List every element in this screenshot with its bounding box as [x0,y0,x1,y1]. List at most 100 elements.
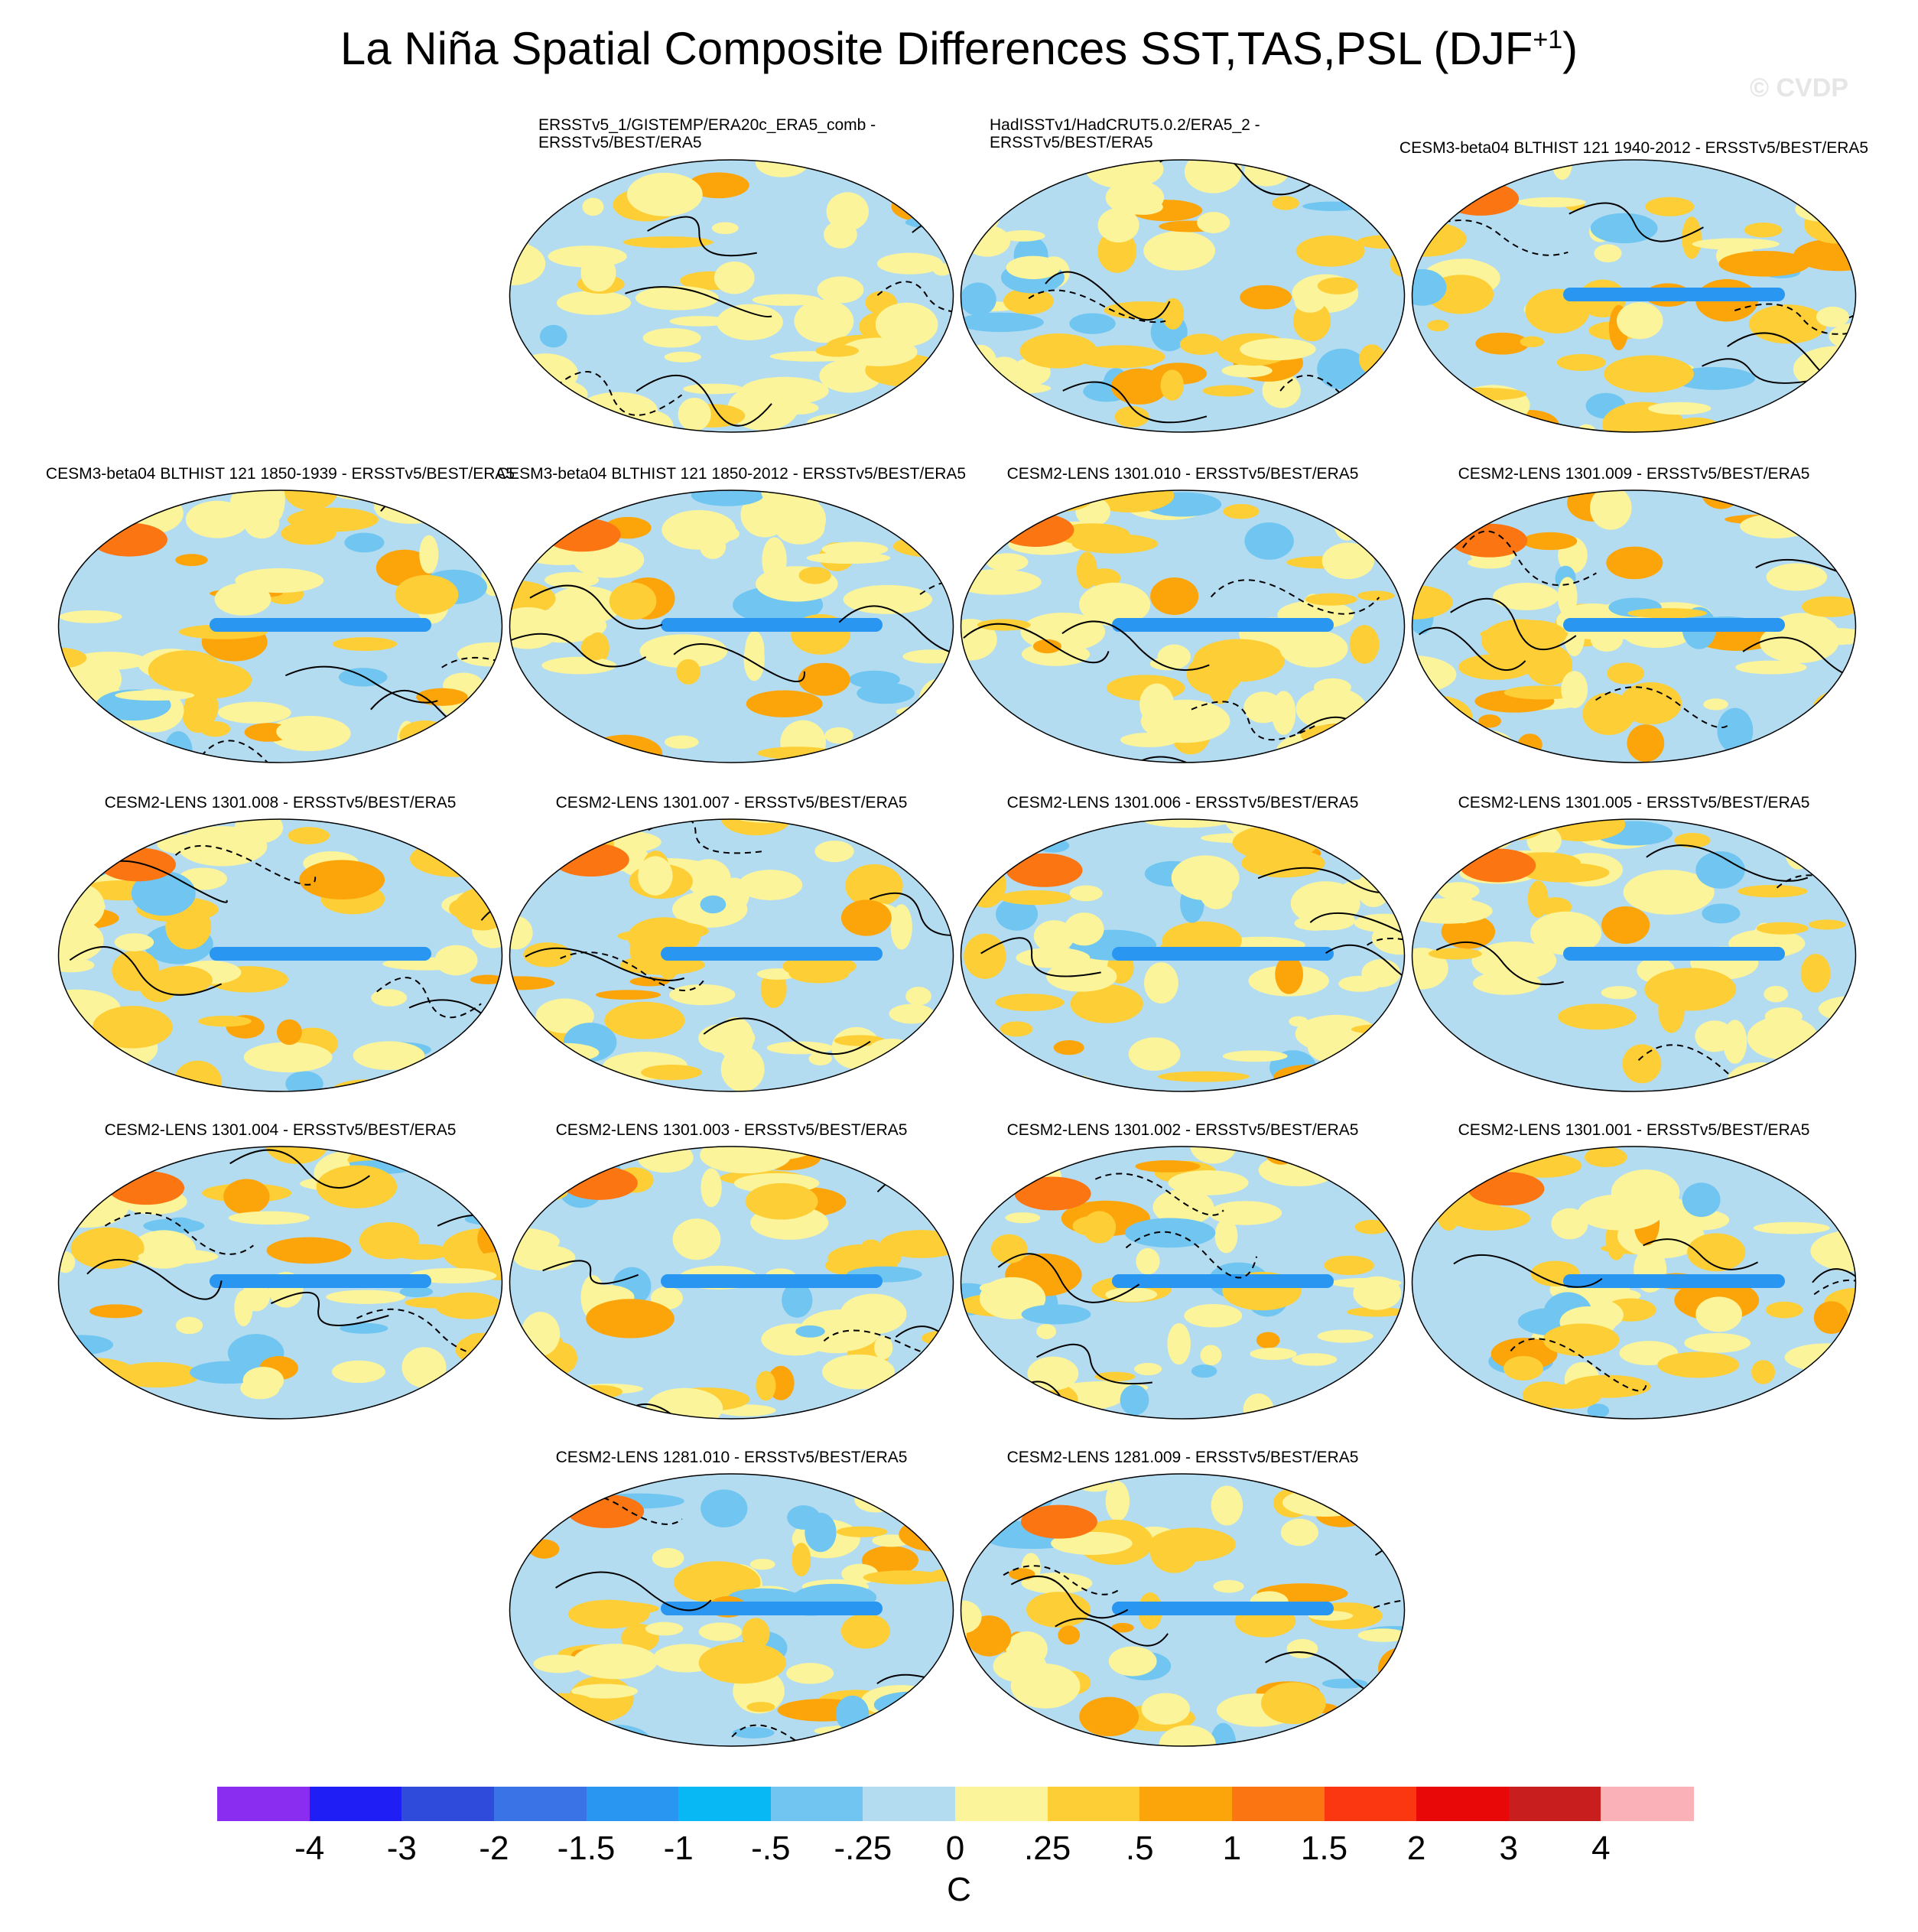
anomaly-patch [1317,1329,1373,1343]
anomaly-patch [509,976,555,990]
anomaly-patch [635,285,719,311]
psl-contour [1435,941,1564,985]
anomaly-patch [993,1649,1047,1683]
anomaly-patch [1800,954,1831,993]
anomaly-patch [1648,402,1712,415]
anomaly-patch [701,1168,722,1208]
equatorial-cold-tongue [661,947,883,961]
psl-contour [229,1149,370,1189]
colorbar-units: C [947,1871,971,1908]
map-panel: CESM2-LENS 1301.004 - ERSSTv5/BEST/ERA5 [57,1121,504,1481]
anomaly-patch [1790,715,1853,743]
panel-title: CESM2-LENS 1281.010 - ERSSTv5/BEST/ERA5 [555,1449,908,1466]
anomaly-patch [798,662,850,696]
anomaly-patch [1076,551,1097,589]
psl-contour [555,1571,712,1612]
anomaly-patch [1085,160,1164,189]
map-panel: CESM3-beta04 BLTHIST 121 1940-2012 - ERS… [1399,116,1868,476]
psl-contour [896,1722,954,1746]
robinson-map [509,1473,954,1747]
anomaly-patch [164,1217,195,1231]
anomaly-patch [1000,1021,1033,1037]
panel-title: CESM2-LENS 1301.008 - ERSSTv5/BEST/ERA5 [104,794,457,812]
equatorial-cold-tongue [661,1274,883,1288]
anomaly-patch [964,933,1006,979]
anomaly-patch [1141,1693,1190,1725]
panel-title: CESM2-LENS 1281.009 - ERSSTv5/BEST/ERA5 [1006,1449,1359,1466]
anomaly-patch [799,1309,881,1351]
anomaly-patch [1071,534,1159,554]
anomaly-patch [738,870,803,900]
psl-contour [869,892,954,936]
anomaly-patch [332,637,398,652]
anomaly-patch [1208,1201,1282,1225]
anomaly-patch [1412,490,1455,525]
anomaly-patch [881,496,954,529]
anomaly-patch [1001,230,1045,242]
anomaly-patch [930,1569,954,1582]
anomaly-patch [1645,197,1695,216]
anomaly-patch [1012,1403,1066,1419]
anomaly-patch [1347,1307,1405,1317]
anomaly-patch [1275,955,1303,994]
panel-title: CESM2-LENS 1301.003 - ERSSTv5/BEST/ERA5 [555,1121,908,1139]
psl-contour [509,633,647,668]
anomaly-patch [1366,1692,1405,1703]
anomaly-patch [1070,984,1143,1023]
anomaly-patch [1627,724,1665,763]
anomaly-patch [964,344,997,379]
anomaly-patch [139,971,177,1003]
anomaly-patch [1120,732,1178,747]
anomaly-patch [516,1185,568,1202]
anomaly-patch [652,1548,684,1568]
anomaly-patch [623,236,714,249]
psl-contour [838,605,954,655]
anomaly-patch [1695,1020,1734,1052]
psl-contour [556,371,683,416]
anomaly-patch [996,897,1039,931]
map-panel: CESM2-LENS 1301.009 - ERSSTv5/BEST/ERA5 [1410,465,1858,825]
anomaly-patch [1016,947,1091,968]
anomaly-patch [1735,418,1793,432]
anomaly-patch [1412,948,1448,990]
anomaly-patch [1825,419,1856,432]
anomaly-patch [58,1147,115,1164]
psl-contour [1159,160,1312,196]
colorbar-box [401,1787,495,1821]
psl-contour [1003,1565,1121,1595]
panel-title-line: ERSSTv5/BEST/ERA5 [990,134,1153,151]
anomaly-patch [561,401,592,414]
anomaly-patch [906,427,954,432]
anomaly-patch [531,1693,595,1712]
anomaly-patch [1304,1720,1364,1731]
anomaly-patch [114,933,154,951]
colorbar-box [1231,1787,1325,1821]
anomaly-patch [867,1038,917,1065]
psl-contour [980,937,1101,977]
anomaly-patch [986,553,1029,571]
anomaly-patch [1239,338,1316,360]
anomaly-patch [586,1299,675,1338]
anomaly-patch [1317,838,1370,853]
colorbar-box [1601,1787,1694,1821]
anomaly-patch [961,166,1032,204]
colorbar-box [1324,1787,1417,1821]
colorbar-box [1047,1787,1140,1821]
map-panel: CESM2-LENS 1301.003 - ERSSTv5/BEST/ERA5 [508,1121,955,1481]
colorbar-box [1508,1787,1601,1821]
psl-contour [636,374,772,427]
anomaly-patch [961,1600,982,1634]
anomaly-patch [1003,288,1054,315]
anomaly-patch [1179,333,1223,355]
anomaly-patch [814,1725,901,1737]
anomaly-patch [478,876,502,893]
anomaly-patch [1753,1221,1830,1234]
anomaly-patch [1191,1364,1217,1378]
anomaly-patch [757,746,836,759]
anomaly-patch [1327,1399,1396,1419]
robinson-map [57,490,503,763]
anomaly-patch [1816,306,1849,327]
anomaly-patch [604,1001,685,1039]
anomaly-patch [1703,698,1728,711]
anomaly-patch [1033,920,1074,953]
